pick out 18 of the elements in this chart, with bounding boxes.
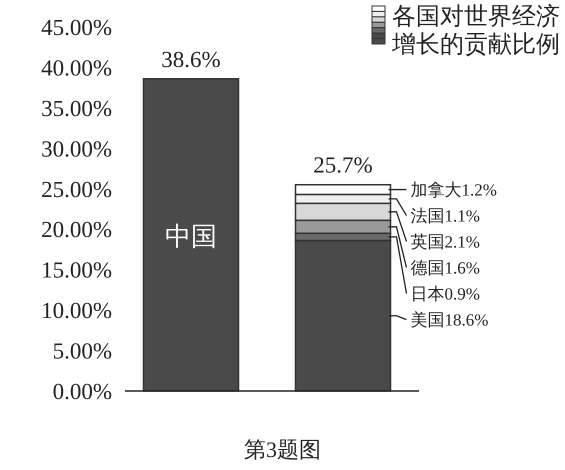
y-tick-label: 25.00% xyxy=(41,176,112,202)
series-label: 中国 xyxy=(165,222,217,251)
y-tick-label: 45.00% xyxy=(41,15,112,40)
y-tick-label: 10.00% xyxy=(41,298,112,324)
text: 第3题图 xyxy=(244,437,321,462)
callout-series: 法国1.1% xyxy=(388,198,480,226)
y-tick-label: 15.00% xyxy=(41,258,112,283)
y-tick-label: 35.00% xyxy=(41,96,112,121)
y-tick-label: 0.00% xyxy=(52,379,112,404)
y-tick-label: 5.00% xyxy=(52,338,112,364)
y-tick-label: 40.00% xyxy=(41,55,112,80)
y-tick-label: 30.00% xyxy=(41,136,112,162)
y-tick-label: 20.00% xyxy=(41,217,112,242)
callout-series: 美国18.6% xyxy=(388,310,488,330)
total-label: 25.7% xyxy=(313,152,373,178)
total-label: 38.6% xyxy=(161,46,221,72)
text: 各国对世界经济增长的贡献比例 xyxy=(391,3,560,58)
callout-series: 加拿大1.2% xyxy=(388,180,497,200)
